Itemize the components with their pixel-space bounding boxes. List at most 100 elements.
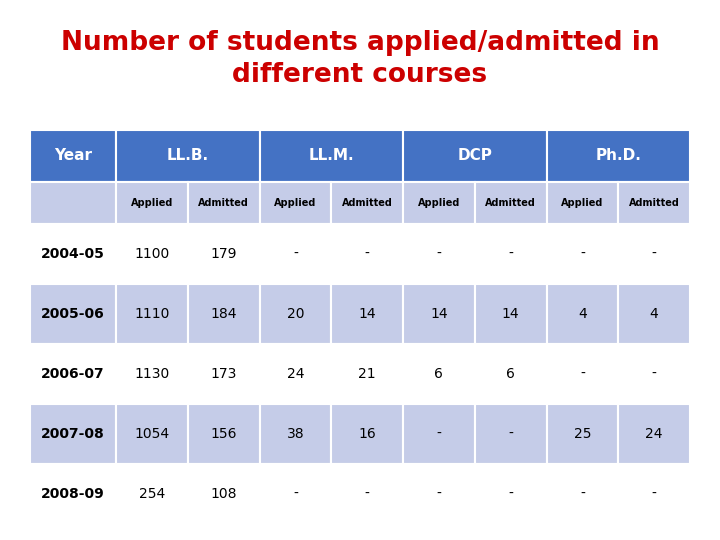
Text: 156: 156 (210, 427, 237, 441)
Bar (116, 404, 188, 464)
Bar (546, 344, 618, 404)
Text: LL.M.: LL.M. (308, 148, 354, 164)
Text: -: - (436, 427, 441, 441)
Bar (260, 130, 403, 182)
Text: 16: 16 (359, 427, 376, 441)
Text: -: - (508, 427, 513, 441)
Text: -: - (652, 487, 657, 501)
Text: 6: 6 (434, 367, 444, 381)
Bar (618, 404, 690, 464)
Bar (546, 284, 618, 344)
Bar (331, 464, 403, 524)
Bar (188, 464, 260, 524)
Bar (116, 182, 188, 224)
Bar (331, 404, 403, 464)
Bar (116, 224, 188, 284)
Bar (403, 130, 546, 182)
Bar (474, 284, 546, 344)
Bar (546, 182, 618, 224)
Bar (403, 224, 474, 284)
Bar (188, 344, 260, 404)
Text: -: - (508, 247, 513, 261)
Bar (546, 404, 618, 464)
Bar (116, 464, 188, 524)
Text: -: - (580, 367, 585, 381)
Bar (260, 182, 331, 224)
Text: Applied: Applied (131, 198, 173, 208)
Bar (474, 464, 546, 524)
Bar (546, 130, 690, 182)
Text: 254: 254 (139, 487, 165, 501)
Text: -: - (365, 247, 369, 261)
Text: 24: 24 (645, 427, 663, 441)
Bar (30, 182, 116, 224)
Bar (260, 224, 331, 284)
Bar (618, 224, 690, 284)
Bar (618, 344, 690, 404)
Text: 179: 179 (210, 247, 237, 261)
Bar (403, 284, 474, 344)
Text: 2007-08: 2007-08 (41, 427, 105, 441)
Text: -: - (508, 487, 513, 501)
Bar (30, 284, 116, 344)
Text: 1100: 1100 (135, 247, 170, 261)
Text: 2005-06: 2005-06 (41, 307, 105, 321)
Bar (30, 344, 116, 404)
Bar (30, 224, 116, 284)
Text: Admitted: Admitted (198, 198, 249, 208)
Bar (474, 404, 546, 464)
Text: 4: 4 (578, 307, 587, 321)
Bar (30, 464, 116, 524)
Bar (403, 404, 474, 464)
Text: 14: 14 (502, 307, 519, 321)
Text: Year: Year (54, 148, 92, 164)
Text: 173: 173 (210, 367, 237, 381)
Text: 25: 25 (574, 427, 591, 441)
Text: -: - (580, 247, 585, 261)
Text: 6: 6 (506, 367, 515, 381)
Text: -: - (436, 247, 441, 261)
Text: Applied: Applied (418, 198, 460, 208)
Text: -: - (293, 487, 298, 501)
Bar (260, 344, 331, 404)
Text: Admitted: Admitted (629, 198, 680, 208)
Bar (546, 224, 618, 284)
Bar (618, 464, 690, 524)
Bar (30, 130, 116, 182)
Bar (30, 404, 116, 464)
Text: -: - (580, 487, 585, 501)
Text: 1054: 1054 (135, 427, 169, 441)
Text: 14: 14 (430, 307, 448, 321)
Text: Ph.D.: Ph.D. (595, 148, 642, 164)
Bar (331, 182, 403, 224)
Text: 20: 20 (287, 307, 304, 321)
Bar (188, 284, 260, 344)
Bar (331, 224, 403, 284)
Bar (260, 404, 331, 464)
Bar (188, 224, 260, 284)
Bar (403, 464, 474, 524)
Text: 38: 38 (287, 427, 305, 441)
Bar (618, 284, 690, 344)
Bar (116, 284, 188, 344)
Bar (116, 344, 188, 404)
Text: Admitted: Admitted (485, 198, 536, 208)
Text: -: - (652, 367, 657, 381)
Text: 4: 4 (649, 307, 659, 321)
Text: 2008-09: 2008-09 (41, 487, 105, 501)
Text: 24: 24 (287, 367, 304, 381)
Text: LL.B.: LL.B. (167, 148, 209, 164)
Text: -: - (365, 487, 369, 501)
Text: Applied: Applied (561, 198, 603, 208)
Bar (546, 464, 618, 524)
Bar (403, 344, 474, 404)
Text: 2004-05: 2004-05 (41, 247, 105, 261)
Text: 108: 108 (210, 487, 237, 501)
Bar (331, 284, 403, 344)
Text: -: - (652, 247, 657, 261)
Bar (260, 284, 331, 344)
Bar (116, 130, 260, 182)
Text: -: - (436, 487, 441, 501)
Text: 1130: 1130 (135, 367, 170, 381)
Bar (474, 224, 546, 284)
